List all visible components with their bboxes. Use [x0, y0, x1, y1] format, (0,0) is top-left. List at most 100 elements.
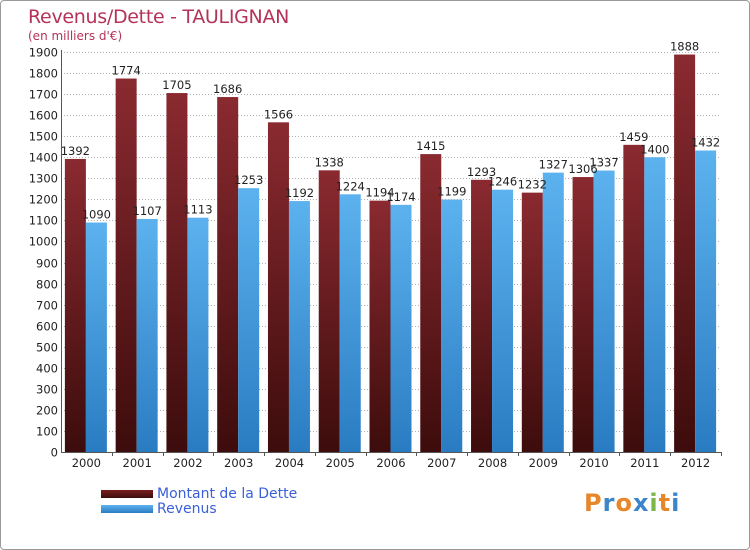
value-label: 1392 — [61, 144, 90, 158]
legend-swatch-dette — [101, 490, 153, 498]
chart-subtitle: (en milliers d'€) — [28, 29, 123, 43]
x-tick-label: 2008 — [478, 456, 507, 470]
value-label: 1306 — [568, 162, 597, 176]
value-label: 1888 — [670, 40, 699, 54]
y-tick-label: 1000 — [29, 235, 58, 249]
bar-revenus — [187, 217, 209, 452]
value-label: 1400 — [640, 142, 669, 156]
value-label: 1686 — [213, 82, 242, 96]
y-tick-label: 700 — [36, 299, 58, 313]
y-tick-label: 1900 — [29, 46, 58, 60]
axes: 0 100 200 300 400 500 600 700 800 900 1000 1100 1200… — [29, 46, 722, 470]
value-label: 1253 — [234, 173, 263, 187]
y-tick-label: 1200 — [29, 193, 58, 207]
bar-revenus — [85, 222, 107, 452]
value-label: 1224 — [336, 179, 365, 193]
logo-letter: r — [602, 489, 616, 517]
logo-letter: x — [632, 489, 650, 517]
y-tick-label: 500 — [36, 341, 58, 355]
logo-letter: i — [649, 489, 659, 517]
bar-dette — [64, 158, 86, 452]
x-tick-label: 2010 — [579, 456, 608, 470]
bar-revenus — [695, 150, 717, 453]
bar-dette — [166, 93, 188, 452]
value-label: 1192 — [285, 186, 314, 200]
bar-revenus — [644, 157, 666, 452]
y-tick-label: 200 — [36, 404, 58, 418]
value-label: 1113 — [183, 203, 212, 217]
x-tick-label: 2012 — [681, 456, 710, 470]
bar-revenus — [542, 172, 564, 452]
y-tick-label: 1400 — [29, 151, 58, 165]
bar-dette — [217, 97, 239, 452]
value-label: 1174 — [386, 190, 415, 204]
bar-revenus — [390, 204, 412, 452]
x-tick-label: 2003 — [224, 456, 253, 470]
bar-dette — [318, 170, 340, 452]
value-label: 1338 — [315, 155, 344, 169]
value-label: 1459 — [619, 130, 648, 144]
value-labels: 1392 1090 1774 1107 1705 1113 1686 1253 1566 1192… — [61, 40, 721, 222]
x-tick-label: 2009 — [529, 456, 558, 470]
x-tick-label: 2000 — [72, 456, 101, 470]
legend-label-dette: Montant de la Dette — [157, 486, 298, 502]
bar-revenus — [339, 194, 361, 452]
y-tick-label: 300 — [36, 383, 58, 397]
y-tick-label: 1700 — [29, 88, 58, 102]
value-label: 1705 — [162, 78, 191, 92]
bar-dette — [369, 200, 391, 452]
y-tick-label: 0 — [51, 446, 58, 460]
bar-revenus — [238, 188, 260, 453]
bar-revenus — [288, 201, 310, 452]
x-tick-label: 2001 — [123, 456, 152, 470]
bar-dette — [471, 179, 493, 452]
logo-letter: P — [584, 489, 603, 517]
y-tick-label: 1800 — [29, 67, 58, 81]
x-tick-label: 2006 — [376, 456, 405, 470]
y-tick-label: 400 — [36, 362, 58, 376]
legend-label-revenus: Revenus — [157, 501, 217, 517]
bar-revenus — [593, 170, 615, 453]
bars — [64, 54, 717, 453]
bar-dette — [623, 144, 645, 452]
value-label: 1774 — [112, 64, 141, 78]
value-label: 1293 — [467, 165, 496, 179]
legend-swatch-revenus — [101, 505, 153, 513]
bar-dette — [267, 122, 289, 452]
logo-letter: o — [615, 489, 633, 517]
value-label: 1090 — [82, 208, 111, 222]
logo-letter: i — [671, 489, 681, 517]
bar-dette — [521, 192, 543, 452]
value-label: 1232 — [518, 178, 547, 192]
bar-revenus — [136, 218, 158, 452]
y-tick-label: 600 — [36, 320, 58, 334]
bar-dette — [115, 78, 137, 453]
y-tick-label: 800 — [36, 278, 58, 292]
x-tick-label: 2011 — [630, 456, 659, 470]
value-label: 1246 — [488, 175, 517, 189]
value-label: 1327 — [539, 158, 568, 172]
y-tick-label: 1100 — [29, 214, 58, 228]
bar-dette — [420, 154, 442, 452]
x-tick-label: 2002 — [173, 456, 202, 470]
bar-revenus — [441, 199, 463, 452]
value-label: 1415 — [416, 139, 445, 153]
bar-dette — [674, 54, 696, 453]
y-tick-label: 900 — [36, 257, 58, 271]
value-label: 1337 — [589, 156, 618, 170]
y-tick-label: 1300 — [29, 172, 58, 186]
proxiti-logo: Proxiti — [584, 489, 680, 517]
value-label: 1566 — [264, 107, 293, 121]
y-tick-label: 100 — [36, 425, 58, 439]
value-label: 1194 — [365, 186, 394, 200]
y-tick-label: 1600 — [29, 109, 58, 123]
y-tick-label: 1500 — [29, 130, 58, 144]
value-label: 1199 — [437, 185, 466, 199]
value-label: 1107 — [133, 204, 162, 218]
value-label: 1432 — [691, 136, 720, 150]
bar-revenus — [492, 189, 514, 452]
x-tick-label: 2005 — [326, 456, 355, 470]
x-tick-label: 2007 — [427, 456, 456, 470]
